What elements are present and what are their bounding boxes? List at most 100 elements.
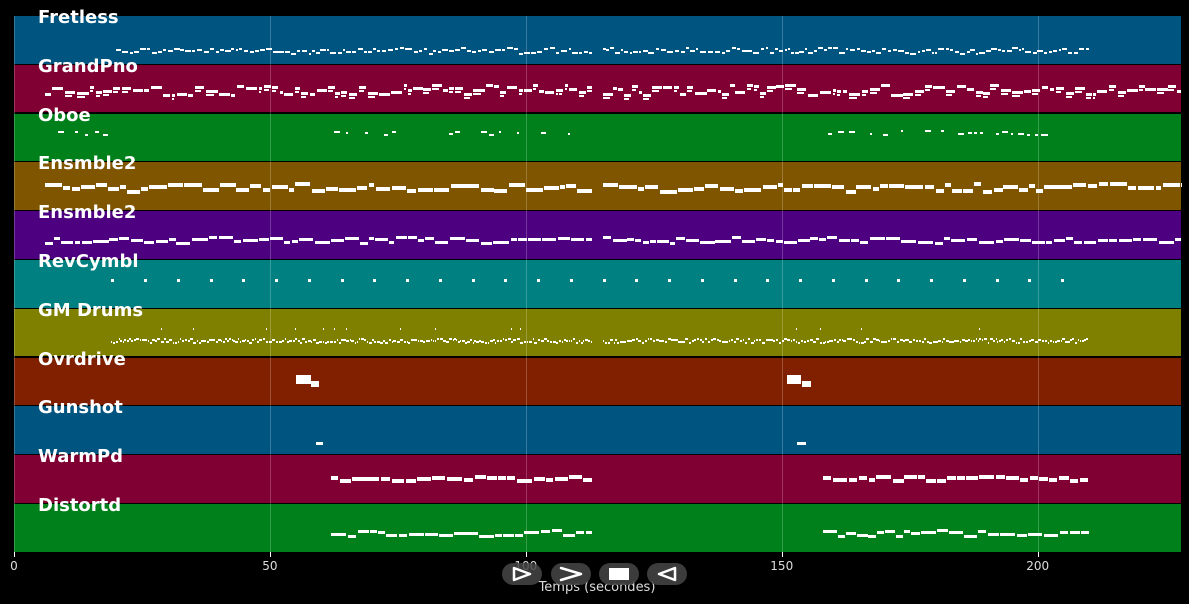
note (627, 238, 634, 242)
note (717, 89, 722, 93)
note (177, 340, 180, 343)
note (1162, 183, 1180, 188)
track-1[interactable]: Fretless (14, 7, 1181, 64)
note (479, 535, 494, 538)
note (663, 85, 672, 89)
track-9[interactable]: Gunshot (14, 397, 1181, 454)
note (393, 339, 397, 342)
note (108, 187, 119, 192)
note (143, 88, 150, 92)
note (719, 187, 734, 192)
note (801, 184, 813, 189)
note (917, 51, 921, 53)
note (456, 338, 458, 341)
note (122, 51, 129, 53)
note (1012, 94, 1020, 97)
note (369, 341, 372, 344)
note (295, 327, 297, 330)
track-name: WarmPd (38, 446, 124, 468)
note (739, 339, 743, 342)
note (921, 531, 936, 534)
note (404, 83, 408, 87)
note (540, 339, 544, 342)
track-6[interactable]: RevCymbl (14, 251, 1181, 308)
track-3[interactable]: Oboe (14, 105, 1181, 162)
track-7[interactable]: GM Drums (14, 300, 1181, 357)
note (797, 91, 804, 94)
note (828, 132, 832, 135)
track-8[interactable]: Ovrdrive (14, 349, 1181, 406)
note (633, 51, 638, 53)
note (345, 237, 360, 241)
note (746, 87, 752, 90)
note (1088, 184, 1098, 189)
note (523, 531, 540, 534)
note (879, 339, 881, 342)
track-11[interactable]: Distortd (14, 495, 1181, 552)
note (669, 242, 676, 246)
note (1032, 88, 1041, 92)
note (841, 338, 843, 341)
track-2[interactable]: GrandPno (14, 56, 1181, 113)
note (578, 52, 583, 54)
note (392, 130, 397, 133)
note (44, 242, 53, 246)
stop-button[interactable] (599, 563, 639, 585)
note (1038, 338, 1042, 341)
track-5[interactable]: Ensmble2 (14, 202, 1181, 259)
note (295, 379, 311, 384)
note (383, 339, 385, 342)
note (589, 52, 593, 54)
note (279, 90, 284, 94)
note (935, 52, 938, 54)
forward-button[interactable] (551, 563, 591, 585)
note (903, 339, 905, 342)
note (696, 337, 700, 340)
note (273, 51, 279, 53)
note (970, 339, 973, 342)
note (139, 338, 142, 341)
note (602, 96, 610, 99)
note (198, 341, 201, 344)
note (898, 50, 905, 52)
track-4[interactable]: Ensmble2 (14, 153, 1181, 210)
note (1028, 339, 1031, 342)
note (887, 339, 891, 342)
note (1156, 87, 1168, 91)
note (57, 130, 65, 133)
note (337, 338, 339, 341)
note (961, 338, 965, 341)
note (432, 87, 439, 90)
note (888, 184, 904, 189)
play-button[interactable] (502, 563, 542, 585)
note (1031, 338, 1035, 341)
note (1081, 339, 1084, 342)
note (1015, 341, 1018, 344)
note (1014, 339, 1016, 342)
note (1022, 340, 1026, 343)
note (722, 92, 730, 96)
note (966, 238, 978, 242)
tick-label: 200 (1026, 559, 1050, 573)
note (116, 49, 121, 51)
note (271, 185, 288, 190)
note (1001, 130, 1009, 133)
note (1005, 476, 1020, 481)
track-name: Ensmble2 (38, 153, 137, 175)
note (386, 534, 398, 537)
note (984, 337, 987, 340)
rewind-button[interactable] (647, 563, 687, 585)
note (935, 189, 944, 194)
note (1061, 279, 1065, 282)
note (121, 86, 132, 90)
note (700, 51, 706, 53)
note (192, 50, 196, 52)
note (470, 532, 478, 535)
note (810, 237, 818, 241)
note (586, 85, 593, 89)
note (571, 238, 584, 242)
note (308, 53, 312, 55)
note (561, 340, 564, 343)
track-10[interactable]: WarmPd (14, 446, 1181, 503)
note (337, 52, 343, 54)
